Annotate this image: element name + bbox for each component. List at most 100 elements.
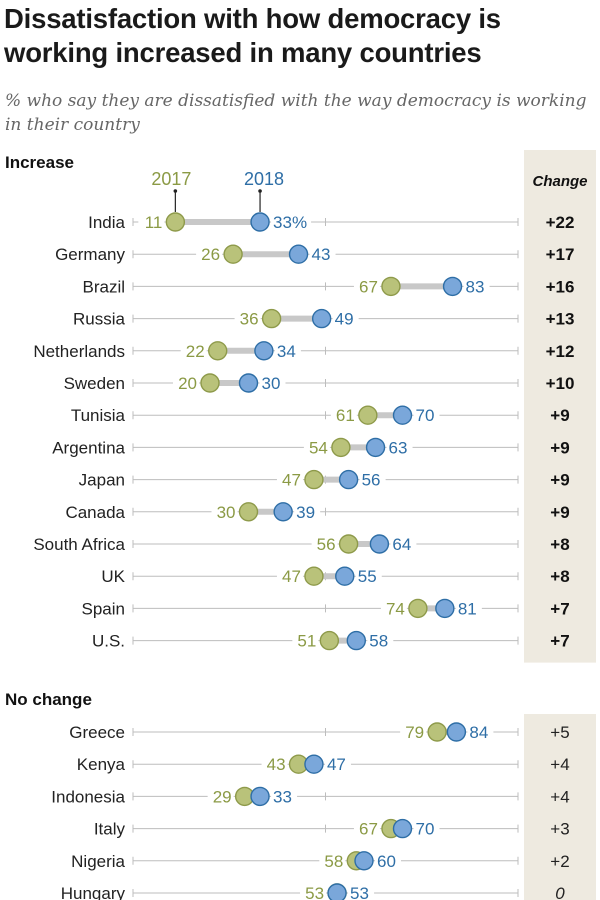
dot-2018 xyxy=(250,212,270,232)
country-label: Tunisia xyxy=(71,406,126,425)
value-2018: 30 xyxy=(262,374,281,393)
value-label-2018: 83 xyxy=(466,277,485,296)
value-label-2017: 22 xyxy=(186,342,205,361)
value-label-2018: 56 xyxy=(362,471,381,490)
country-label: Sweden xyxy=(64,374,125,393)
dot-2017 xyxy=(261,308,282,329)
section-label: No change xyxy=(5,690,92,709)
value-label-2017: 11 xyxy=(145,213,163,232)
chart-subtitle: % who say they are dissatisfied with the… xyxy=(5,91,587,135)
value-label-2018: 70 xyxy=(416,406,435,425)
value-2018: 39 xyxy=(296,503,315,522)
value-label-bg xyxy=(271,213,312,231)
value-label-bg xyxy=(463,277,490,296)
value-2018: 43 xyxy=(312,245,331,264)
dot-2018 xyxy=(338,469,359,490)
value-label-2018: 84 xyxy=(469,723,488,742)
country-label: Hungary xyxy=(61,884,126,900)
dot-2018 xyxy=(354,851,374,871)
value-label-2018: 55 xyxy=(358,567,377,586)
value-label-2017: 54 xyxy=(309,438,328,457)
country-label: Italy xyxy=(94,820,126,839)
value-label-2018: 49 xyxy=(335,310,354,329)
value-label-2017: 20 xyxy=(178,374,197,393)
value-label-bg xyxy=(390,535,417,553)
value-2018: 70 xyxy=(416,820,435,839)
value-2018: 47 xyxy=(327,755,346,774)
country-label: Canada xyxy=(65,503,125,522)
value-2018: 63 xyxy=(389,438,408,457)
dot-2018 xyxy=(446,722,467,742)
value-label-2018: 81 xyxy=(458,599,477,618)
value-2018: 56 xyxy=(362,471,381,490)
value-label-2018: 64 xyxy=(392,535,411,554)
change-value: +9 xyxy=(550,471,569,490)
country-label: Argentina xyxy=(52,438,125,457)
dot-2017 xyxy=(304,469,324,490)
country-label: Kenya xyxy=(77,755,126,774)
section-label: Increase xyxy=(5,153,74,172)
value-label-bg xyxy=(274,341,301,360)
legend-2018: 2018 xyxy=(244,169,284,189)
value-label-2018: 34 xyxy=(277,342,296,361)
value-label-2018: 33% xyxy=(273,213,307,232)
change-value: +9 xyxy=(550,438,569,457)
value-label-2018: 53 xyxy=(350,884,369,900)
value-label-bg xyxy=(367,631,394,650)
dot-2018 xyxy=(369,534,390,554)
legend-2017: 2017 xyxy=(151,169,191,189)
change-value: +10 xyxy=(546,374,575,393)
value-label-bg xyxy=(276,567,303,586)
change-value: +22 xyxy=(546,213,575,232)
change-value: +17 xyxy=(546,245,575,264)
change-value: +8 xyxy=(550,567,569,586)
value-2018: 58 xyxy=(369,632,388,651)
dot-2017 xyxy=(427,722,447,742)
change-value: +3 xyxy=(550,820,569,839)
change-value: 0 xyxy=(555,884,565,900)
value-label-bg xyxy=(271,787,298,806)
value-label-2017: 29 xyxy=(213,787,232,806)
dot-2017 xyxy=(408,598,428,619)
value-label-bg xyxy=(400,723,427,741)
value-label-2017: 26 xyxy=(201,245,220,264)
value-2018: 60 xyxy=(377,852,396,871)
dot-2018 xyxy=(442,276,463,297)
dot-2018 xyxy=(273,502,293,522)
value-2018: 53 xyxy=(350,884,369,900)
value-label-2017: 67 xyxy=(359,820,378,839)
country-label: South Africa xyxy=(33,535,125,554)
value-label-bg xyxy=(413,406,440,425)
change-column-bg-no-change xyxy=(524,714,596,900)
change-header: Change xyxy=(532,173,587,190)
dot-2017 xyxy=(338,534,359,554)
value-label-2018: 33 xyxy=(273,787,292,806)
value-label-bg xyxy=(311,535,338,553)
value-label-2018: 47 xyxy=(327,755,346,774)
dot-2018 xyxy=(392,818,413,839)
value-label-bg xyxy=(207,787,234,806)
country-label: Greece xyxy=(69,723,125,742)
value-label-2018: 43 xyxy=(312,245,331,264)
change-value: +7 xyxy=(550,632,569,651)
change-value: +13 xyxy=(546,310,575,329)
dot-2017 xyxy=(223,244,243,264)
value-label-2017: 61 xyxy=(336,406,355,425)
value-label-2018: 30 xyxy=(262,374,281,393)
value-label-bg xyxy=(353,277,380,296)
country-label: India xyxy=(88,213,125,232)
dot-2018 xyxy=(254,341,274,361)
dot-2017 xyxy=(381,276,401,297)
value-2018: 84 xyxy=(469,723,488,742)
value-label-2018: 60 xyxy=(377,852,396,871)
dot-2018 xyxy=(435,598,455,619)
dot-2018 xyxy=(304,754,324,774)
dot-2018 xyxy=(335,566,355,586)
dot-2017 xyxy=(358,405,378,425)
dot-2017 xyxy=(165,212,186,232)
value-label-bg xyxy=(196,245,223,264)
country-label: Netherlands xyxy=(33,342,125,361)
country-label: Brazil xyxy=(82,277,125,296)
value-label-2018: 39 xyxy=(296,503,315,522)
